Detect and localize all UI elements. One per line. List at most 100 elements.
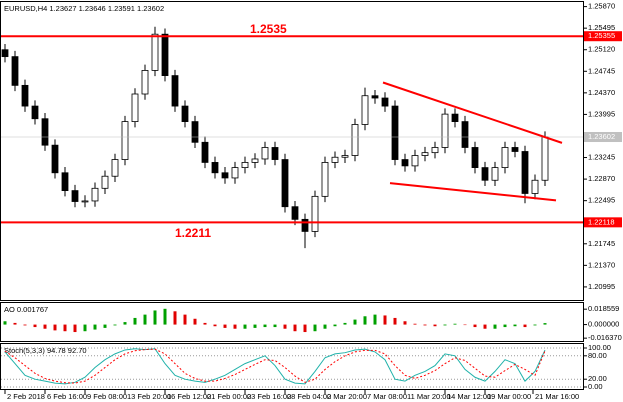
ao-bar (363, 316, 367, 325)
candle-body (91, 187, 99, 202)
ao-bar (523, 324, 527, 328)
ao-bar (443, 324, 447, 326)
ao-bar (73, 324, 77, 333)
ao-bar (533, 324, 537, 326)
ao-bar (263, 324, 267, 328)
candle-body (531, 179, 539, 194)
y-tick-label: 1.21745 (588, 239, 615, 248)
ao-bar (453, 323, 457, 325)
ao-bar (353, 319, 357, 325)
trendline (389, 182, 557, 202)
ao-bar (183, 314, 187, 325)
ao-bar (403, 321, 407, 325)
x-tick-label: 21 Mar 16:00 (535, 392, 579, 401)
level-label-box (584, 31, 622, 42)
panel-title: Stoch(5,3,3) 94.78 92.70 (4, 346, 87, 355)
last-price-box (584, 132, 622, 143)
y-tick-label: 1.23245 (588, 153, 615, 162)
candle-body (311, 195, 319, 232)
candle-body (521, 151, 529, 194)
candle-body (31, 105, 39, 120)
x-tick-label: 11 Mar 20:00 (407, 392, 451, 401)
ao-bar (433, 324, 437, 327)
x-tick-label: 6 Feb 16:00 (47, 392, 87, 401)
ao-bar (543, 323, 547, 325)
ao-bar (313, 324, 317, 332)
candle-body (191, 121, 199, 143)
ao-bar (303, 324, 307, 333)
level-label: 1.25355 (588, 31, 615, 40)
ao-bar (13, 322, 17, 325)
ao-frame (0, 302, 584, 342)
ao-bar (3, 321, 7, 325)
candle-body (541, 136, 549, 181)
ao-bar (413, 323, 417, 325)
price-frame (0, 1, 584, 301)
ao-bar (193, 318, 197, 325)
ao-bar (223, 324, 227, 328)
candle-body (351, 124, 359, 156)
ao-bar (103, 324, 107, 328)
x-tick-label: 28 Feb 04:00 (287, 392, 331, 401)
ao-bar (273, 324, 277, 328)
ao-bar (293, 324, 297, 332)
ao-bar (373, 314, 377, 325)
ao-bar (393, 317, 397, 325)
level-annotation: 1.2535 (250, 22, 287, 36)
ao-bar (233, 324, 237, 329)
x-tick-label: 16 Feb 12:00 (167, 392, 211, 401)
candle-body (71, 190, 79, 202)
candle-body (281, 159, 289, 208)
candle-body (461, 121, 469, 148)
candle-body (501, 147, 509, 169)
y-tick-label: 0.018559 (588, 304, 619, 313)
candle-body (271, 147, 279, 160)
y-tick-label: 1.25870 (588, 2, 615, 11)
x-tick-label: 9 Feb 08:00 (87, 392, 127, 401)
candle-body (111, 159, 119, 177)
ao-bar (483, 324, 487, 329)
ao-bar (133, 317, 137, 325)
candle-body (161, 33, 169, 77)
y-tick-label: 1.22495 (588, 196, 615, 205)
candle-body (241, 162, 249, 169)
candle-body (1, 49, 9, 58)
ao-bar (23, 324, 27, 326)
y-tick-label: 1.21370 (588, 260, 615, 269)
y-tick-label: 1.23995 (588, 109, 615, 118)
candle-body (421, 152, 429, 156)
y-tick-label: 100.00 (588, 343, 611, 352)
y-tick-label: 1.25120 (588, 45, 615, 54)
level-label: 1.22118 (588, 217, 615, 226)
ao-bar (173, 311, 177, 325)
ao-bar (123, 322, 127, 325)
ao-bar (493, 324, 497, 329)
candle-body (141, 70, 149, 95)
ao-bar (43, 324, 47, 329)
candle-body (321, 162, 329, 197)
candle-body (231, 167, 239, 179)
candle-body (291, 206, 299, 220)
candle-body (101, 175, 109, 189)
panel-title: AO 0.001767 (4, 305, 48, 314)
candle-body (81, 200, 89, 203)
level-annotation: 1.2211 (175, 226, 211, 240)
ao-bar (203, 322, 207, 325)
stoch-line (4, 348, 546, 385)
candle-body (371, 95, 379, 99)
candle-body (201, 141, 209, 163)
candle-body (381, 97, 389, 107)
candle-body (481, 167, 489, 181)
candle-body (491, 167, 499, 181)
ao-bar (213, 324, 217, 327)
candle-body (41, 118, 49, 146)
ao-bar (463, 324, 467, 326)
panel-title: EURUSD,H4 1.23627 1.23646 1.23591 1.2360… (4, 4, 164, 13)
candle-body (331, 156, 339, 163)
ao-bar (163, 308, 167, 325)
ao-bar (383, 315, 387, 325)
x-tick-label: 19 Mar 00:00 (487, 392, 531, 401)
candle-body (301, 218, 309, 232)
y-tick-label: 1.24745 (588, 66, 615, 75)
